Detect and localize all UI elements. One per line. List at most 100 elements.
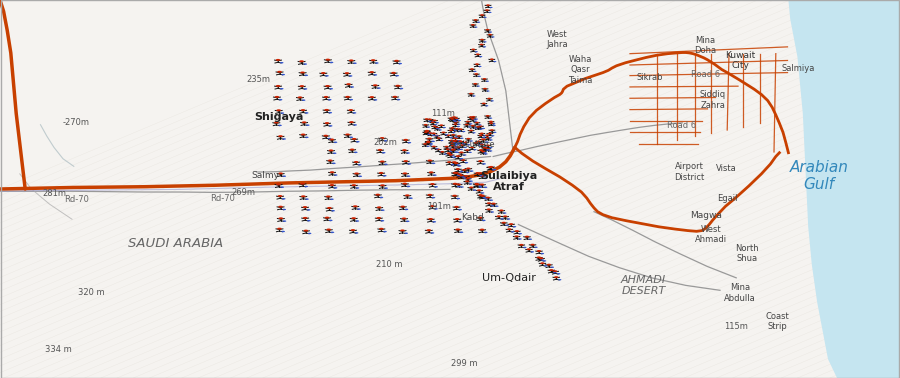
Circle shape [379,228,383,230]
Circle shape [328,138,331,139]
Circle shape [480,229,484,231]
Circle shape [350,86,354,88]
Circle shape [303,63,307,65]
Circle shape [472,95,475,96]
Circle shape [460,149,464,150]
Circle shape [369,71,374,73]
Circle shape [439,124,444,126]
Circle shape [381,209,384,211]
Circle shape [474,26,477,28]
Circle shape [444,153,446,155]
Circle shape [349,59,354,61]
Text: West
Ahmadi: West Ahmadi [695,225,727,244]
Circle shape [428,134,430,135]
Circle shape [325,122,329,124]
Text: West
Jahra: West Jahra [546,30,568,50]
Circle shape [451,134,455,136]
Circle shape [465,149,469,151]
Circle shape [479,149,483,151]
Circle shape [430,232,435,234]
Text: Siddiq
Zahra: Siddiq Zahra [699,90,726,110]
Circle shape [464,178,466,179]
Circle shape [475,63,479,65]
Circle shape [425,130,429,132]
Circle shape [400,206,405,208]
Circle shape [508,223,513,225]
Circle shape [464,154,466,156]
Circle shape [400,229,405,231]
Circle shape [464,175,468,177]
Circle shape [549,269,554,271]
Circle shape [433,221,436,223]
Circle shape [428,138,432,139]
Circle shape [451,149,455,150]
Circle shape [401,217,407,220]
Circle shape [488,34,492,36]
Circle shape [394,60,399,62]
Circle shape [356,187,359,189]
Circle shape [454,144,458,145]
Circle shape [470,123,472,124]
Circle shape [440,140,444,141]
Circle shape [523,247,526,248]
Circle shape [351,229,356,231]
Circle shape [457,186,461,187]
Circle shape [468,178,472,179]
Circle shape [298,96,302,98]
Circle shape [454,136,458,138]
Circle shape [482,197,486,198]
Circle shape [407,186,410,187]
Circle shape [351,184,356,186]
Text: Rd-70: Rd-70 [210,194,235,203]
Circle shape [491,36,495,37]
Circle shape [451,141,455,143]
Circle shape [454,123,457,125]
Circle shape [479,175,482,176]
Circle shape [283,220,286,222]
Circle shape [483,88,487,90]
Circle shape [440,151,443,152]
Circle shape [482,151,485,152]
Circle shape [374,74,377,76]
Circle shape [482,163,486,165]
Circle shape [329,184,334,186]
Circle shape [481,192,484,194]
Circle shape [403,139,408,141]
Circle shape [472,116,475,118]
Circle shape [325,85,330,87]
Circle shape [378,149,382,151]
Circle shape [475,172,480,174]
Circle shape [325,217,329,218]
Circle shape [329,138,334,141]
Text: Coast
Strip: Coast Strip [766,311,789,331]
Circle shape [449,117,453,119]
Circle shape [470,147,474,148]
Circle shape [453,132,455,133]
Circle shape [477,141,481,142]
Text: Arabian
Gulf: Arabian Gulf [789,160,849,192]
Text: Sikrab: Sikrab [636,73,663,82]
Text: 320 m: 320 m [78,288,105,297]
Circle shape [399,63,402,64]
Circle shape [327,207,332,209]
Circle shape [485,141,489,143]
Circle shape [479,186,482,188]
Circle shape [326,59,330,60]
Circle shape [462,169,466,171]
Circle shape [331,210,335,212]
Text: SAUDI ARABIA: SAUDI ARABIA [128,237,223,250]
Circle shape [430,183,435,185]
Circle shape [383,175,387,177]
Circle shape [328,149,333,152]
Circle shape [488,133,491,134]
Circle shape [275,85,281,87]
Circle shape [424,131,428,133]
Circle shape [302,217,308,219]
Circle shape [283,175,286,177]
Circle shape [558,279,562,280]
Circle shape [458,130,462,132]
Circle shape [493,169,496,170]
Circle shape [432,135,435,136]
Circle shape [433,174,436,176]
Circle shape [435,124,437,125]
